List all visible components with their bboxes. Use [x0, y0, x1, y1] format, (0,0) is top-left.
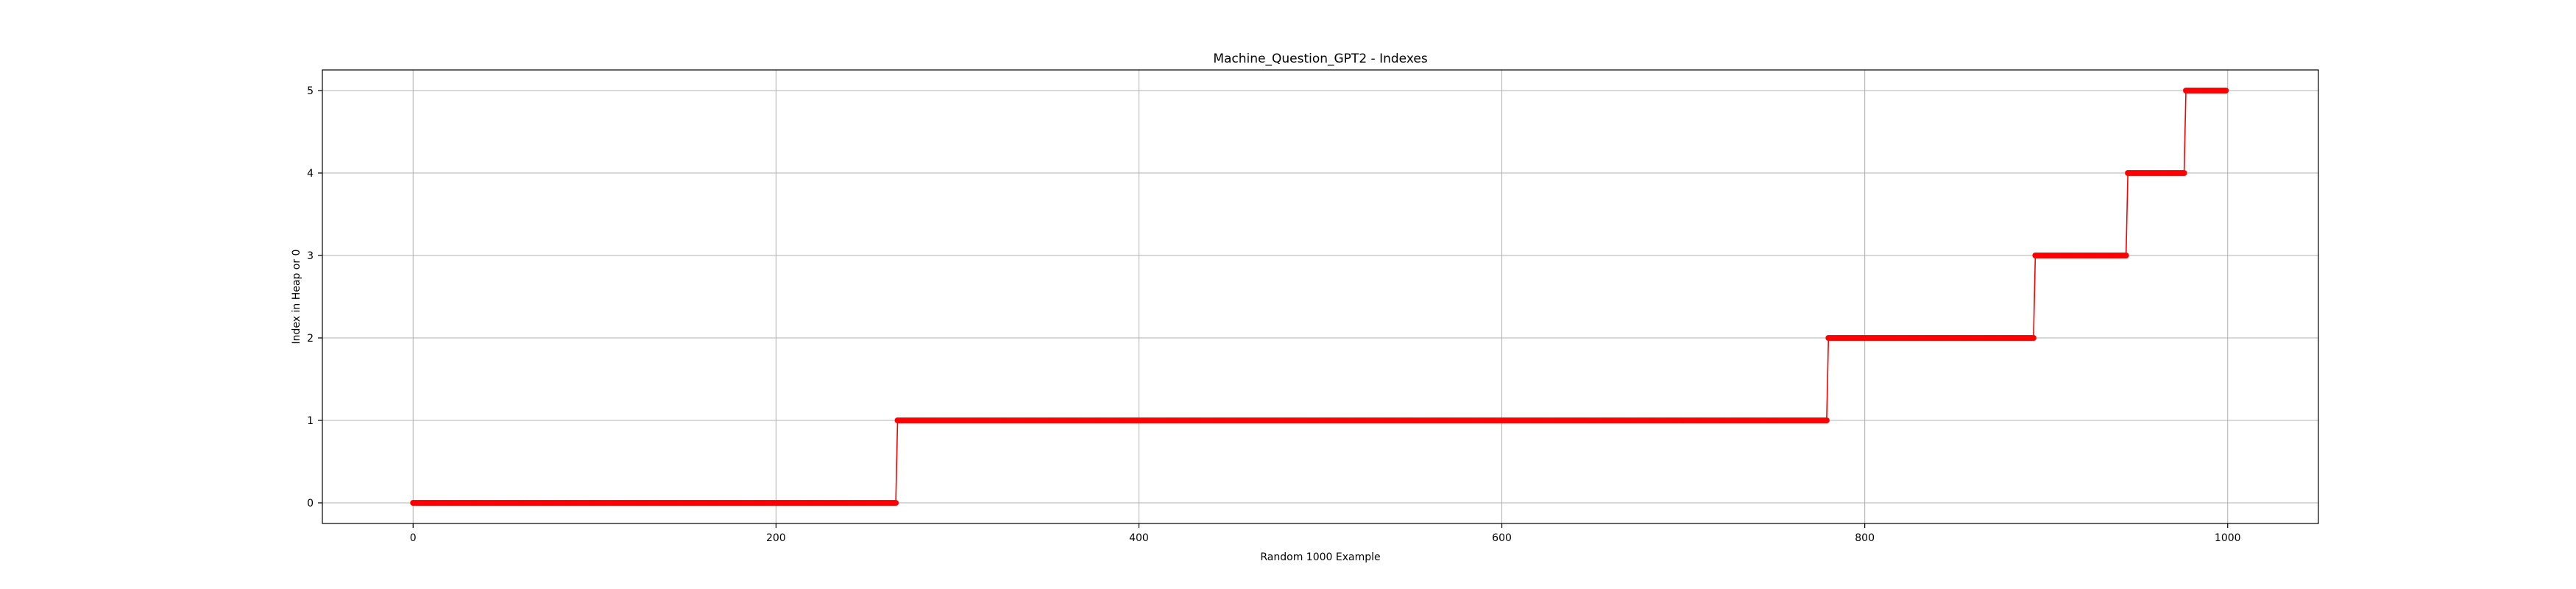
x-tick-label: 800	[1855, 532, 1875, 544]
data-series	[410, 88, 2229, 506]
y-tick-label: 4	[307, 168, 314, 180]
x-tick-label: 600	[1492, 532, 1512, 544]
data-point	[2181, 170, 2187, 176]
y-tick-label: 1	[307, 415, 314, 427]
x-tick-label: 1000	[2215, 532, 2241, 544]
data-point	[2123, 253, 2129, 258]
y-tick-label: 3	[307, 250, 314, 262]
y-tick-label: 0	[307, 498, 314, 509]
data-point	[893, 500, 899, 506]
data-point	[2030, 335, 2037, 341]
x-tick-label: 400	[1129, 532, 1149, 544]
data-point	[2223, 88, 2229, 94]
y-axis-label: Index in Heap or 0	[291, 250, 302, 345]
y-tick-label: 2	[307, 333, 314, 345]
x-tick-label: 0	[410, 532, 417, 544]
plot-area	[322, 70, 2318, 523]
x-axis-label: Random 1000 Example	[1260, 551, 1380, 563]
y-tick-label: 5	[307, 85, 314, 97]
axis-ticks: 0 200 400 600 800 1000 0 1 2 3 4 5	[307, 85, 2240, 544]
x-tick-label: 200	[766, 532, 786, 544]
data-point	[1823, 417, 1830, 423]
plot-frame	[322, 69, 2319, 524]
chart-title: Machine_Question_GPT2 - Indexes	[1213, 52, 1428, 66]
grid	[322, 70, 2318, 523]
